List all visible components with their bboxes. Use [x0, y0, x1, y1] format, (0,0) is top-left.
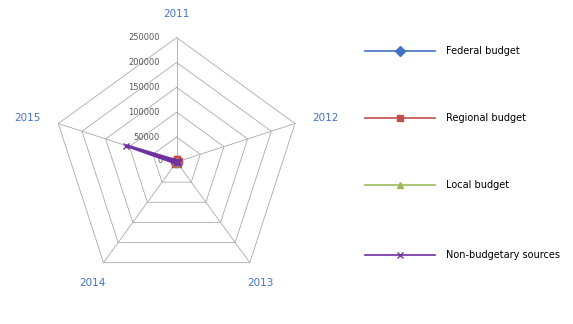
Text: 150000: 150000 — [128, 83, 159, 92]
Text: 50000: 50000 — [134, 133, 159, 142]
Text: Federal budget: Federal budget — [446, 46, 520, 56]
Text: 2011: 2011 — [163, 9, 190, 19]
Text: 100000: 100000 — [128, 108, 159, 117]
Text: Local budget: Local budget — [446, 180, 509, 190]
Text: 2014: 2014 — [80, 278, 106, 288]
Text: 2015: 2015 — [14, 113, 41, 123]
Text: 0: 0 — [158, 156, 163, 165]
Text: 250000: 250000 — [128, 33, 159, 42]
Text: Regional budget: Regional budget — [446, 113, 526, 123]
Text: 2012: 2012 — [313, 113, 339, 123]
Text: 200000: 200000 — [128, 58, 159, 67]
Text: 2013: 2013 — [248, 278, 274, 288]
Text: Non-budgetary sources: Non-budgetary sources — [446, 250, 560, 260]
